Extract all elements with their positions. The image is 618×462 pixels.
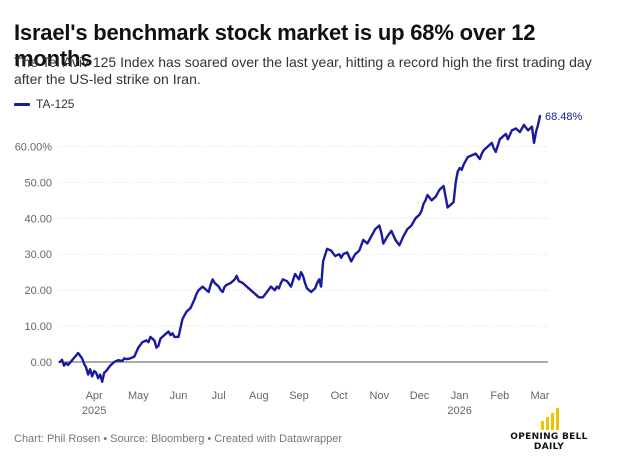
end-value-label: 68.48% [545, 111, 583, 123]
x-tick-label: Feb [490, 390, 509, 402]
logo-line-1: OPENING BELL [510, 432, 588, 442]
y-tick-label: 60.00% [15, 141, 53, 153]
x-tick-label: Nov [370, 390, 390, 402]
x-tick-label: Jul [212, 390, 226, 402]
y-tick-label: 30.00 [24, 249, 52, 261]
y-tick-label: 20.00 [24, 285, 52, 297]
x-tick-year-label: 2026 [447, 405, 471, 417]
legend-label-ta125: TA-125 [36, 97, 75, 111]
x-tick-label: Apr [86, 390, 103, 402]
x-tick-label: Oct [331, 390, 348, 402]
x-tick-label: Dec [410, 390, 430, 402]
y-tick-label: 50.00 [24, 177, 52, 189]
chart-footer: Chart: Phil Rosen • Source: Bloomberg • … [14, 433, 343, 445]
x-tick-label: Sep [289, 390, 309, 402]
x-tick-year-label: 2025 [82, 405, 106, 417]
opening-bell-logo: OPENING BELL DAILY [504, 408, 594, 454]
logo-line-2: DAILY [533, 442, 565, 452]
chart-subtitle: The Tel Aviv 125 Index has soared over t… [14, 54, 592, 87]
legend-swatch-ta125 [14, 102, 30, 106]
x-tick-label: Jun [170, 390, 188, 402]
logo-text: OPENING BELL DAILY [504, 432, 594, 452]
x-tick-label: Jan [451, 390, 469, 402]
series-line-ta125 [58, 114, 542, 383]
x-tick-label: May [128, 390, 149, 402]
chart-title: Israel's benchmark stock market is up 68… [14, 20, 536, 71]
y-tick-label: 0.00 [31, 357, 52, 369]
x-tick-label: Mar [531, 390, 550, 402]
legend: TA-125 [14, 97, 74, 111]
logo-bars-icon [541, 408, 561, 430]
y-tick-label: 10.00 [24, 321, 52, 333]
x-tick-label: Aug [249, 390, 269, 402]
y-tick-label: 40.00 [24, 213, 52, 225]
